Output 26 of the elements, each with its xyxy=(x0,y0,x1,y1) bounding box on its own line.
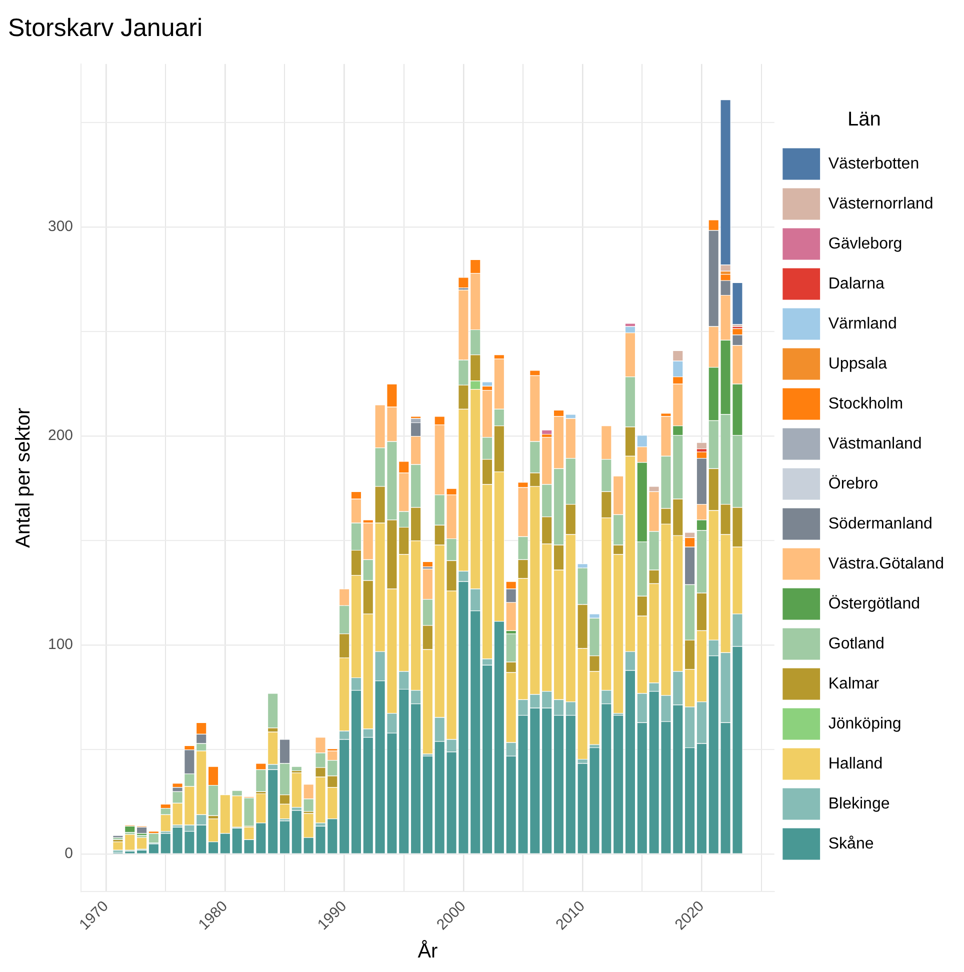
legend-title: Län xyxy=(848,108,881,131)
legend-label: Östergötland xyxy=(828,594,920,612)
chart-title: Storskarv Januari xyxy=(8,14,203,42)
legend-label: Kalmar xyxy=(828,675,880,692)
legend-label: Västernorrland xyxy=(828,195,934,212)
legend-label: Halland xyxy=(828,755,883,772)
legend-label: Södermanland xyxy=(828,515,932,532)
legend-label: Värmland xyxy=(828,315,897,332)
legend-label: Skåne xyxy=(828,835,874,852)
y-tick-label: 200 xyxy=(48,427,74,444)
legend-label: Stockholm xyxy=(828,395,904,412)
legend-label: Västmanland xyxy=(828,435,922,452)
y-tick-label: 100 xyxy=(48,636,74,654)
y-axis-title: Antal per sektor xyxy=(12,407,35,548)
y-tick-label: 0 xyxy=(64,845,74,862)
legend-label: Gotland xyxy=(828,635,884,652)
legend-label: Jönköping xyxy=(828,715,902,732)
legend-label: Dalarna xyxy=(828,275,885,292)
y-tick-label: 300 xyxy=(48,218,74,236)
legend-label: Västra.Götaland xyxy=(828,555,944,572)
legend-label: Örebro xyxy=(828,474,878,492)
legend-label: Blekinge xyxy=(828,795,890,812)
legend-label: Västerbotten xyxy=(828,155,920,172)
x-axis-title: År xyxy=(418,940,438,963)
legend-label: Gävleborg xyxy=(828,235,902,252)
legend-label: Uppsala xyxy=(828,355,888,372)
